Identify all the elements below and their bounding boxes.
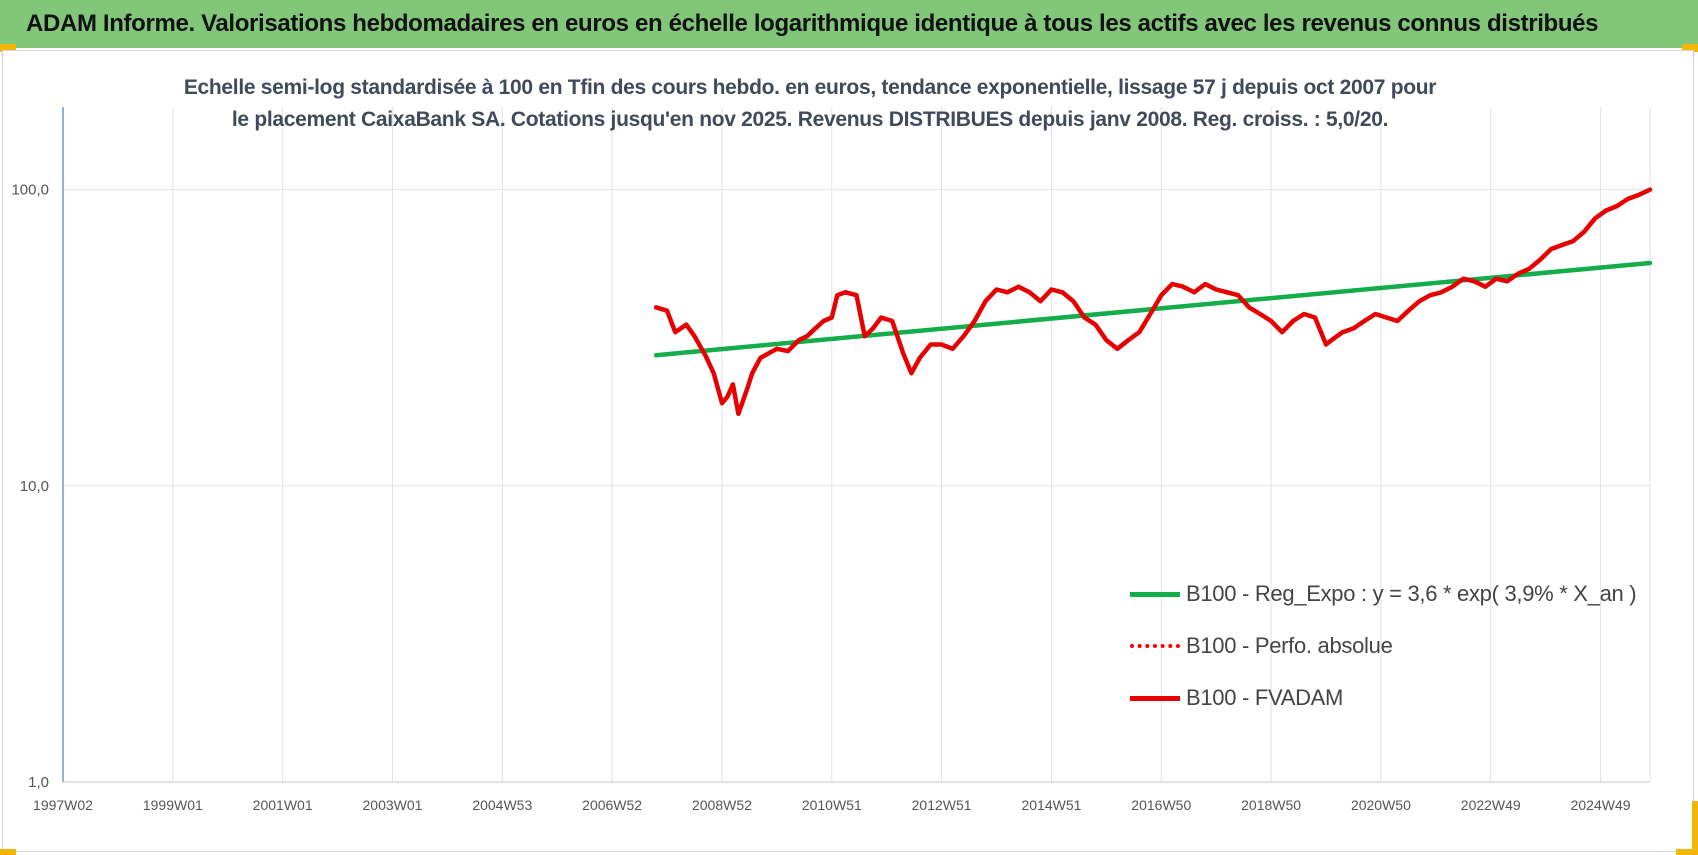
corner-marker-top-right xyxy=(1682,44,1698,52)
y-tick-label: 1,0 xyxy=(28,774,49,791)
x-tick-label: 2016W50 xyxy=(1131,797,1191,813)
legend-label-fvadam: B100 - FVADAM xyxy=(1186,685,1344,710)
y-tick-label: 100,0 xyxy=(11,182,49,199)
x-tick-label: 2012W51 xyxy=(912,797,972,813)
chart-frame xyxy=(2,50,1694,852)
axis-layer xyxy=(62,107,1650,783)
legend-swatch-perfo-absolue xyxy=(1130,644,1180,648)
legend-item-reg-expo: B100 - Reg_Expo : y = 3,6 * exp( 3,9% * … xyxy=(1130,568,1637,620)
x-tick-label: 2003W01 xyxy=(363,797,423,813)
legend: B100 - Reg_Expo : y = 3,6 * exp( 3,9% * … xyxy=(1130,568,1637,724)
x-tick-label: 2018W50 xyxy=(1241,797,1301,813)
corner-marker-bottom-right-vertical xyxy=(1692,801,1698,855)
series-line-2 xyxy=(653,187,1653,417)
x-tick-label: 2020W50 xyxy=(1351,797,1411,813)
grid-layer xyxy=(63,107,1651,782)
x-tick-label: 2008W52 xyxy=(692,797,752,813)
x-tick-label: 2004W53 xyxy=(472,797,532,813)
corner-marker-top-left xyxy=(0,44,16,52)
legend-label-perfo-absolue: B100 - Perfo. absolue xyxy=(1186,633,1393,658)
series-layer xyxy=(653,187,1653,417)
chart-title: Echelle semi-log standardisée à 100 en T… xyxy=(183,76,1437,131)
legend-swatch-fvadam xyxy=(1130,695,1180,701)
y-tick-label: 10,0 xyxy=(20,478,49,495)
x-tick-label: 2024W49 xyxy=(1571,797,1631,813)
x-tick-label: 2014W51 xyxy=(1021,797,1081,813)
x-tick-label: 2010W51 xyxy=(802,797,862,813)
legend-swatch-reg-expo xyxy=(1130,591,1180,597)
report-banner: ADAM Informe. Valorisations hebdomadaire… xyxy=(0,0,1698,48)
x-tick-label: 2006W52 xyxy=(582,797,642,813)
tick-label-layer: 1997W02 1999W01 2001W01 2003W01 2004W53 2006W… xyxy=(11,182,1630,813)
legend-label-reg-expo: B100 - Reg_Expo : y = 3,6 * exp( 3,9% * … xyxy=(1186,581,1637,606)
corner-marker-bottom-left xyxy=(0,849,16,855)
legend-item-perfo-absolue: B100 - Perfo. absolue xyxy=(1130,620,1636,672)
x-tick-label: 1999W01 xyxy=(143,797,203,813)
x-tick-label: 2022W49 xyxy=(1461,797,1521,813)
x-tick-label: 2001W01 xyxy=(253,797,313,813)
x-tick-label: 1997W02 xyxy=(33,797,93,813)
corner-marker-bottom-right-horizontal xyxy=(1676,849,1698,855)
report-title: ADAM Informe. Valorisations hebdomadaire… xyxy=(26,10,1599,37)
legend-item-fvadam: B100 - FVADAM xyxy=(1130,672,1636,724)
